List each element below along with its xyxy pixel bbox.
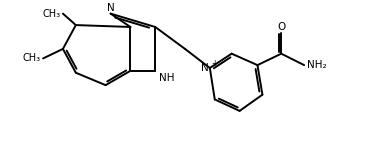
Text: +: + [212,59,218,68]
Text: CH₃: CH₃ [23,53,41,63]
Text: N: N [107,3,115,13]
Text: NH₂: NH₂ [307,60,327,70]
Text: N: N [201,63,209,73]
Text: CH₃: CH₃ [43,9,61,19]
Text: NH: NH [159,73,175,83]
Text: O: O [277,22,285,32]
